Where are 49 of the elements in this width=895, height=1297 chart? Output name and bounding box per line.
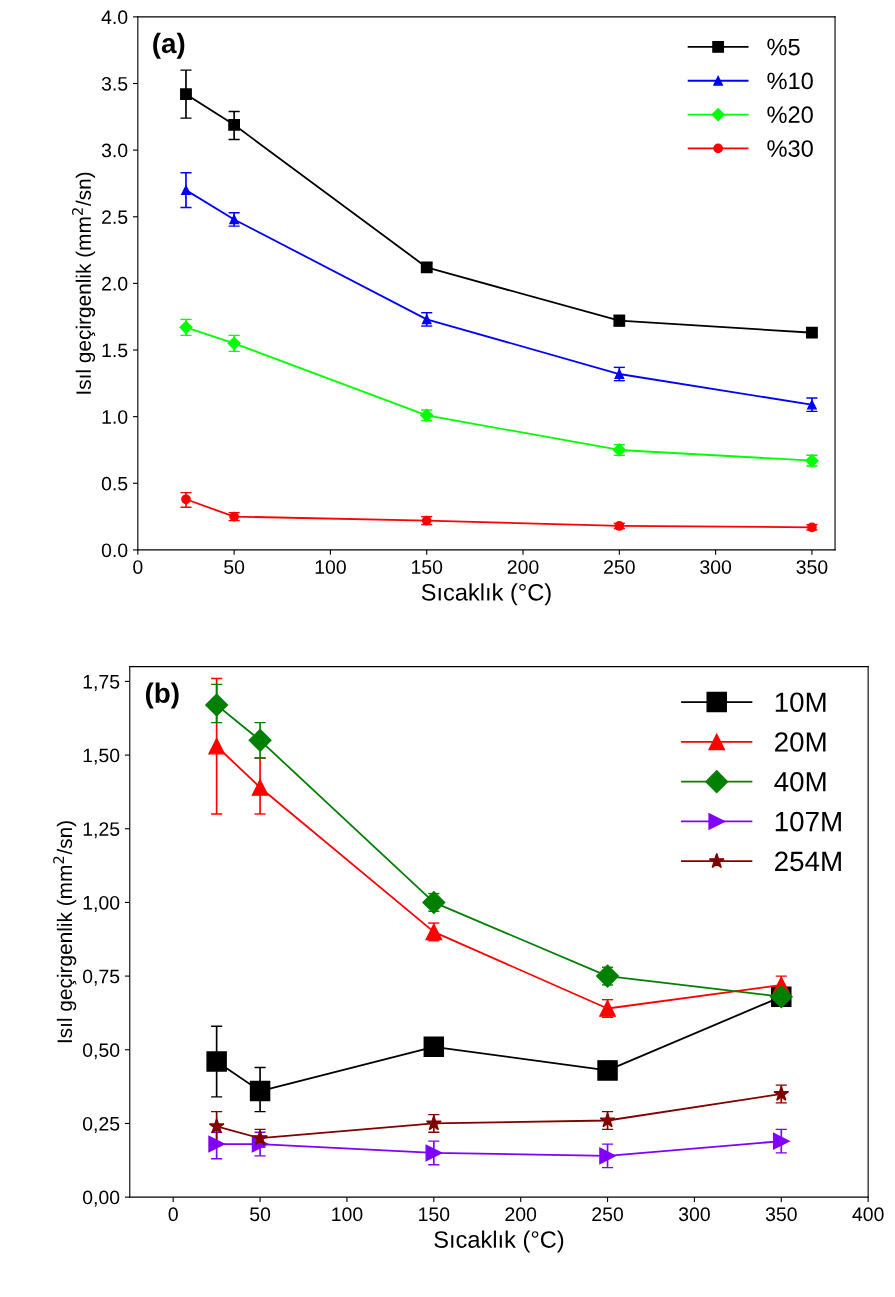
y-tick-label: 1.0 bbox=[102, 410, 128, 424]
x-tick-label: 200 bbox=[505, 1207, 537, 1222]
x-axis-title: Sıcaklık (°C) bbox=[421, 583, 551, 606]
x-tick-label: 0 bbox=[168, 1207, 178, 1222]
y-tick-label: 0,25 bbox=[82, 1116, 120, 1133]
legend-label: %10 bbox=[767, 72, 813, 90]
y-tick-label: 1,25 bbox=[83, 822, 120, 839]
x-tick-label: 300 bbox=[678, 1207, 710, 1222]
y-tick-label: 1,00 bbox=[83, 895, 120, 912]
y-axis-title: Isıl geçirgenlik (mm$^{2}$/sn) bbox=[71, 172, 96, 394]
legend-label: 254M bbox=[775, 851, 841, 872]
x-tick-label: 50 bbox=[224, 560, 245, 574]
y-tick-label: 0,00 bbox=[82, 1190, 120, 1207]
legend-label: %5 bbox=[767, 38, 800, 56]
legend-label: 10M bbox=[775, 692, 826, 713]
x-tick-label: 0 bbox=[133, 560, 143, 574]
x-tick-label: 250 bbox=[604, 560, 635, 574]
y-tick-label: 0,50 bbox=[82, 1043, 120, 1060]
y-tick-label: 1,75 bbox=[83, 675, 120, 691]
x-axis-title: Sıcaklık (°C) bbox=[434, 1230, 564, 1253]
y-tick-label: 4.0 bbox=[101, 10, 128, 25]
legend-label: 107M bbox=[775, 811, 841, 832]
x-tick-label: 100 bbox=[315, 560, 346, 574]
y-tick-label: 0,75 bbox=[82, 969, 120, 986]
x-tick-label: 50 bbox=[250, 1207, 271, 1222]
x-tick-label: 150 bbox=[411, 560, 443, 574]
x-tick-label: 300 bbox=[700, 560, 732, 574]
legend-label: 40M bbox=[774, 771, 826, 792]
legend-label: 20M bbox=[775, 732, 826, 752]
annotation: (b) bbox=[145, 682, 179, 709]
x-tick-label: 250 bbox=[592, 1207, 624, 1222]
x-tick-label: 200 bbox=[507, 560, 539, 574]
x-tick-label: 400 bbox=[852, 1207, 884, 1222]
annotation: (a) bbox=[153, 32, 185, 59]
x-tick-label: 150 bbox=[419, 1207, 450, 1222]
y-tick-label: 1.5 bbox=[102, 343, 128, 358]
y-tick-label: 2.5 bbox=[102, 210, 128, 224]
y-tick-label: 1,50 bbox=[83, 748, 120, 765]
y-axis-title: Isıl geçirgenlik (mm$^{2}$/sn) bbox=[53, 821, 77, 1043]
y-tick-label: 0.5 bbox=[101, 476, 128, 491]
y-tick-label: 3.0 bbox=[101, 143, 128, 158]
y-tick-label: 2.0 bbox=[102, 276, 128, 291]
x-tick-label: 350 bbox=[796, 560, 828, 574]
legend-label: %30 bbox=[767, 140, 813, 157]
legend-label: %20 bbox=[767, 106, 813, 124]
x-tick-label: 350 bbox=[765, 1207, 797, 1222]
y-tick-label: 0.0 bbox=[101, 543, 128, 558]
y-tick-label: 3.5 bbox=[101, 76, 128, 91]
x-tick-label: 100 bbox=[332, 1207, 363, 1222]
